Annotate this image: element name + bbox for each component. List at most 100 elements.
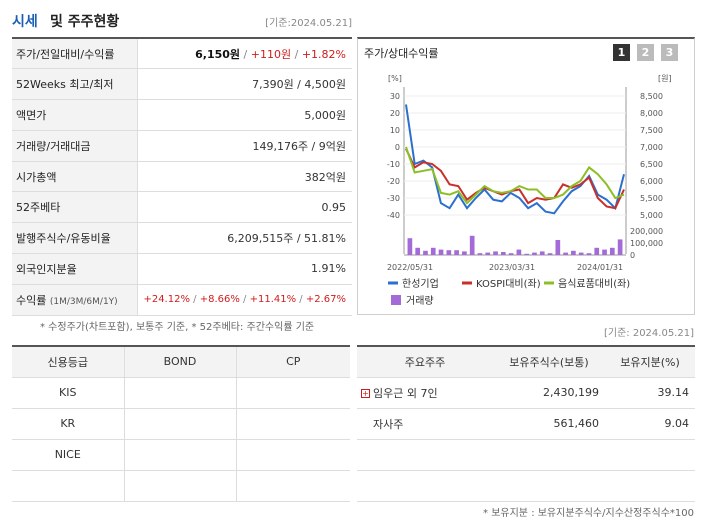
series-line-3	[405, 146, 625, 205]
chart-page-2-button[interactable]: 2	[637, 44, 654, 61]
credit-cp	[235, 438, 350, 471]
left-tick-label: -10	[387, 160, 400, 169]
price-change-rate: +1.82%	[301, 47, 346, 61]
holder-row-empty	[357, 439, 695, 471]
volume-bar	[462, 251, 467, 255]
holder-row-empty	[357, 470, 695, 502]
left-tick-label: 10	[390, 126, 400, 135]
return-1m: +24.12%	[143, 294, 190, 306]
info-row-volume: 거래량/거래대금 149,176주 / 9억원	[12, 130, 352, 162]
credit-bond	[123, 407, 237, 440]
info-label: 외국인지분율	[12, 253, 138, 285]
holders-header: 보유지분(%)	[605, 346, 695, 378]
info-row-beta: 52주베타 0.95	[12, 191, 352, 224]
volume-bar	[532, 252, 537, 255]
credit-bond	[123, 469, 237, 502]
volume-bar	[423, 250, 428, 255]
chart-title: 주가/상대수익률	[364, 47, 439, 60]
left-tick-label: -20	[387, 177, 400, 186]
holder-pct: 39.14	[605, 377, 695, 409]
info-label: 발행주식수/유동비율	[12, 222, 138, 255]
left-tick-label: -40	[387, 211, 400, 220]
volume-bar	[578, 252, 584, 255]
left-tick-label: 0	[395, 143, 400, 152]
volume-bar	[555, 240, 561, 255]
credit-agency: NICE	[12, 438, 125, 471]
left-tick-label: 20	[390, 109, 400, 118]
footnote-price: * 수정주가(차트포함), 보통주 기준, * 52주베타: 주간수익률 기준	[40, 322, 315, 333]
volume-bar	[563, 252, 568, 255]
volume-bar	[539, 251, 545, 255]
volume-bar	[500, 252, 506, 255]
holders-header: 주요주주	[357, 346, 493, 378]
right-tick-label: 6,500	[640, 160, 663, 169]
credit-header: BOND	[123, 345, 237, 378]
holder-row: + 임우근 외 7인 2,430,199 39.14	[357, 377, 695, 409]
info-label: 수익률 (1M/3M/6M/1Y)	[12, 284, 138, 316]
info-label: 거래량/거래대금	[12, 130, 138, 162]
credit-cp	[235, 469, 350, 502]
volume-bar	[415, 247, 421, 255]
expand-icon[interactable]: +	[361, 389, 370, 398]
volume-bar	[469, 235, 475, 255]
volume-bar	[438, 249, 444, 255]
info-value: 0.95	[137, 191, 352, 224]
volume-bar	[617, 239, 623, 255]
credit-row: KIS	[12, 376, 350, 409]
series-line-2	[405, 148, 625, 210]
left-tick-label: 30	[390, 92, 400, 101]
left-tick-label: -30	[387, 194, 400, 203]
credit-row: KR	[12, 407, 350, 440]
chart-page-3-button[interactable]: 3	[661, 44, 678, 61]
credit-header: 신용등급	[12, 345, 125, 378]
right-tick-label: 7,000	[640, 143, 663, 152]
info-value: 6,209,515주 / 51.81%	[137, 222, 352, 255]
volume-bar	[547, 253, 553, 255]
base-date-2: [기준: 2024.05.21]	[603, 328, 694, 339]
legend-label: 거래량	[406, 295, 434, 307]
legend-label: 한성기업	[402, 277, 439, 290]
holders-header: 보유주식수(보통)	[493, 346, 605, 378]
current-price: 6,150원	[195, 47, 241, 61]
volume-bar	[446, 250, 452, 255]
volume-bar	[609, 247, 615, 255]
right-tick-label: 6,000	[640, 177, 663, 186]
volume-tick-label: 0	[630, 251, 635, 260]
volume-bar	[430, 247, 436, 255]
credit-agency: KIS	[12, 376, 125, 409]
info-row-52weeks: 52Weeks 최고/최저 7,390원 / 4,500원	[12, 68, 352, 101]
chart-panel: 주가/상대수익률 1 2 3 [%] [원] 30 20 10 0 -10 -20 -30 -40…	[357, 37, 695, 315]
credit-rating-table: 신용등급 BOND CP KIS KR NICE	[12, 345, 350, 502]
holder-row: 자사주 561,460 9.04	[357, 408, 695, 440]
legend-swatch	[391, 295, 401, 305]
info-label: 52Weeks 최고/최저	[12, 68, 138, 101]
volume-bar	[586, 253, 592, 255]
volume-bar	[493, 251, 498, 255]
info-value: 149,176주 / 9억원	[137, 130, 352, 162]
info-label: 액면가	[12, 99, 138, 131]
right-tick-label: 8,000	[640, 109, 663, 118]
section-header: 시세 및 주주현황 [기준:2024.05.21]	[12, 8, 352, 32]
chart-page-1-button[interactable]: 1	[613, 44, 630, 61]
credit-bond	[123, 376, 237, 409]
info-row-foreign: 외국인지분율 1.91%	[12, 253, 352, 285]
credit-bond	[123, 438, 237, 471]
info-row-par-value: 액면가 5,000원	[12, 99, 352, 131]
credit-row: NICE	[12, 438, 350, 471]
volume-tick-label: 100,000	[630, 239, 663, 248]
credit-agency	[12, 469, 125, 502]
info-value-price: 6,150원 / +110원 / +1.82%	[137, 38, 352, 70]
right-tick-label: 5,000	[640, 211, 663, 220]
info-label: 시가총액	[12, 161, 138, 193]
price-change: +110원	[250, 47, 292, 61]
volume-bar	[454, 250, 459, 255]
info-value: 1.91%	[137, 253, 352, 285]
right-tick-label: 5,500	[640, 194, 663, 203]
left-axis-unit: [%]	[388, 74, 402, 83]
holder-pct: 9.04	[605, 408, 695, 440]
info-row-market-cap: 시가총액 382억원	[12, 161, 352, 193]
price-chart: [%] [원] 30 20 10 0 -10 -20 -30 -40 8,500 8,000 7,500…	[387, 74, 672, 307]
return-1y: +2.67%	[305, 294, 346, 306]
holder-name: + 임우근 외 7인	[357, 377, 493, 409]
credit-agency: KR	[12, 407, 125, 440]
